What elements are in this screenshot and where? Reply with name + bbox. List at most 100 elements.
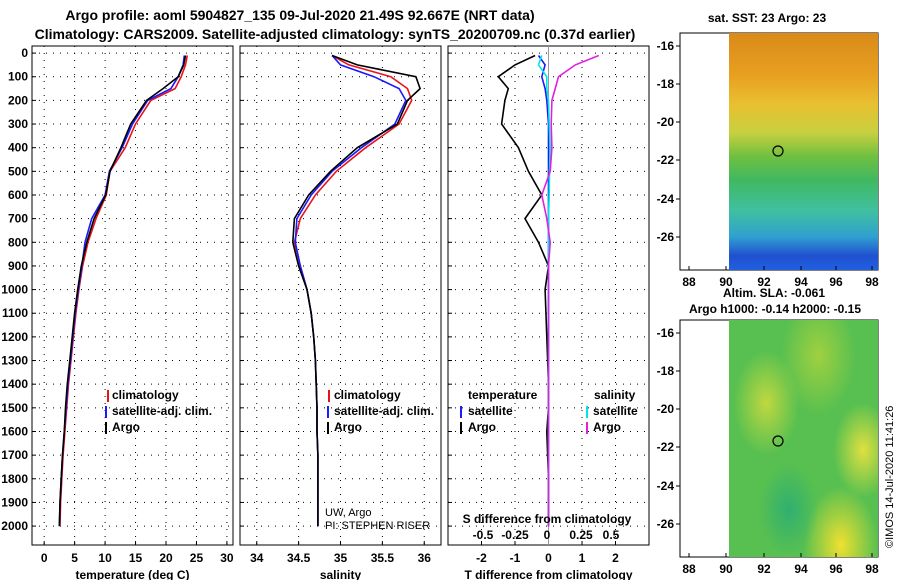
difference-panel: -2 -1 0 1 2 T difference from climatology <box>447 45 650 580</box>
map-lon-label: 98 <box>865 275 879 289</box>
legend-argo-label: Argo <box>112 420 140 434</box>
depth-tick-label: 1600 <box>1 424 28 438</box>
map-lon-label: 92 <box>757 562 771 576</box>
imos-credit: ©IMOS 14-Jul-2020 11:41:26 <box>884 406 896 548</box>
sst-argo-marker <box>772 145 784 157</box>
sla-map: Altim. SLA: -0.061 Argo h1000: -0.14 h20… <box>657 286 879 576</box>
x-tick-label: 25 <box>190 551 204 565</box>
series-line-s-argo <box>540 54 600 527</box>
header-line1: Argo profile: aoml 5904827_135 09-Jul-20… <box>65 7 534 23</box>
s-tick: 0 <box>544 528 551 542</box>
x-axis-label: salinity <box>320 568 362 580</box>
x-tick-label: 0 <box>41 551 48 565</box>
sla-title-line1: Altim. SLA: -0.061 <box>723 286 825 300</box>
map-lat-label: -26 <box>657 230 675 244</box>
map-lon-label: 94 <box>794 275 808 289</box>
depth-tick-label: 1400 <box>1 377 28 391</box>
depth-tick-label: 2000 <box>1 519 28 533</box>
sst-map-title: sat. SST: 23 Argo: 23 <box>708 11 827 25</box>
plot-frame <box>239 45 442 546</box>
depth-tick-label: 600 <box>8 188 28 202</box>
legend-climatology-label: climatology <box>334 388 401 402</box>
map-lon-label: 98 <box>865 562 879 576</box>
salinity-panel: 34 34.5 35 35.5 36 salinity <box>239 45 442 580</box>
s-tick: -0.25 <box>501 528 529 542</box>
temperature-panel: 0100200300400500600700800900100011001200… <box>1 45 234 580</box>
x-axis-label: T difference from climatology <box>464 568 632 580</box>
x-tick-label: 1 <box>579 551 586 565</box>
sla-title-line2: Argo h1000: -0.14 h2000: -0.15 <box>689 302 861 316</box>
legend-argo-label: Argo <box>334 420 362 434</box>
s-tick: 0.5 <box>603 528 620 542</box>
x-tick-label: 10 <box>98 551 112 565</box>
map-lon-label: 94 <box>794 562 808 576</box>
depth-tick-label: 1900 <box>1 495 28 509</box>
map-lon-label: 96 <box>829 562 843 576</box>
depth-tick-label: 0 <box>21 46 28 60</box>
map-lon-label: 92 <box>757 275 771 289</box>
legend-s-argo-label: Argo <box>593 420 621 434</box>
header-line2: Climatology: CARS2009. Satellite-adjuste… <box>35 26 636 42</box>
legend-t-satellite-label: satellite <box>468 404 513 418</box>
depth-tick-label: 1200 <box>1 330 28 344</box>
depth-tick-label: 700 <box>8 212 28 226</box>
map-lat-label: -26 <box>657 517 675 531</box>
x-tick-label: 34.5 <box>287 551 311 565</box>
sla-map-axes: 88 90 92 94 96 98 -16 -18 -20 -22 -24 -26 <box>657 326 879 576</box>
depth-tick-label: 200 <box>8 93 28 107</box>
x-tick-label: 34 <box>250 551 264 565</box>
depth-tick-label: 100 <box>8 70 28 84</box>
map-lon-label: 96 <box>829 275 843 289</box>
x-tick-label: 2 <box>612 551 619 565</box>
map-lat-label: -18 <box>657 77 675 91</box>
sst-map-axes: 88 90 92 94 96 98 -16 -18 -20 -22 -24 -26 <box>657 39 879 289</box>
temperature-legend: climatology satellite-adj. clim. Argo <box>105 388 212 434</box>
series-line-t-argo <box>497 54 550 527</box>
depth-tick-label: 1000 <box>1 283 28 297</box>
depth-tick-label: 900 <box>8 259 28 273</box>
legend-temperature-heading: temperature <box>468 388 538 402</box>
x-tick-label: 5 <box>71 551 78 565</box>
depth-tick-label: 400 <box>8 141 28 155</box>
s-tick: 0.25 <box>569 528 593 542</box>
depth-tick-label: 1300 <box>1 354 28 368</box>
legend-satellite-label: satellite-adj. clim. <box>334 404 434 418</box>
depth-tick-label: 800 <box>8 235 28 249</box>
credit-line-2: PI: STEPHEN RISER <box>325 520 430 532</box>
series-line-argo <box>58 55 187 527</box>
x-tick-label: -1 <box>510 551 521 565</box>
sst-heatmap-field <box>729 33 878 270</box>
x-axis-label: temperature (deg C) <box>75 568 189 580</box>
map-lat-label: -18 <box>657 364 675 378</box>
x-tick-label: 20 <box>159 551 173 565</box>
depth-tick-label: 1500 <box>1 401 28 415</box>
depth-tick-label: 500 <box>8 164 28 178</box>
x-tick-label: 36 <box>418 551 432 565</box>
legend-salinity-heading: salinity <box>594 388 636 402</box>
credit-line-1: UW, Argo <box>325 507 371 519</box>
legend-climatology-label: climatology <box>112 388 179 402</box>
map-lon-label: 88 <box>682 562 696 576</box>
x-tick-label: 15 <box>129 551 143 565</box>
s-tick: -0.5 <box>473 528 494 542</box>
map-lat-label: -24 <box>657 479 675 493</box>
map-lat-label: -22 <box>657 153 675 167</box>
difference-legend: temperature salinity satellite Argo sate… <box>460 388 638 542</box>
depth-tick-label: 300 <box>8 117 28 131</box>
sst-map: sat. SST: 23 Argo: 23 88 90 92 94 96 98 -16 -18… <box>657 11 879 289</box>
depth-tick-label: 1800 <box>1 472 28 486</box>
salinity-legend: climatology satellite-adj. clim. Argo UW… <box>325 388 434 532</box>
x-tick-label: 35.5 <box>371 551 395 565</box>
x-tick-label: -2 <box>476 551 487 565</box>
map-lon-label: 90 <box>719 275 733 289</box>
x-tick-label: 0 <box>545 551 552 565</box>
x-tick-label: 30 <box>220 551 234 565</box>
map-lat-label: -16 <box>657 326 675 340</box>
series-line-argo <box>291 54 422 527</box>
map-lat-label: -22 <box>657 440 675 454</box>
map-lat-label: -20 <box>657 402 675 416</box>
map-lon-label: 90 <box>719 562 733 576</box>
map-lon-label: 88 <box>682 275 696 289</box>
depth-tick-label: 1700 <box>1 448 28 462</box>
